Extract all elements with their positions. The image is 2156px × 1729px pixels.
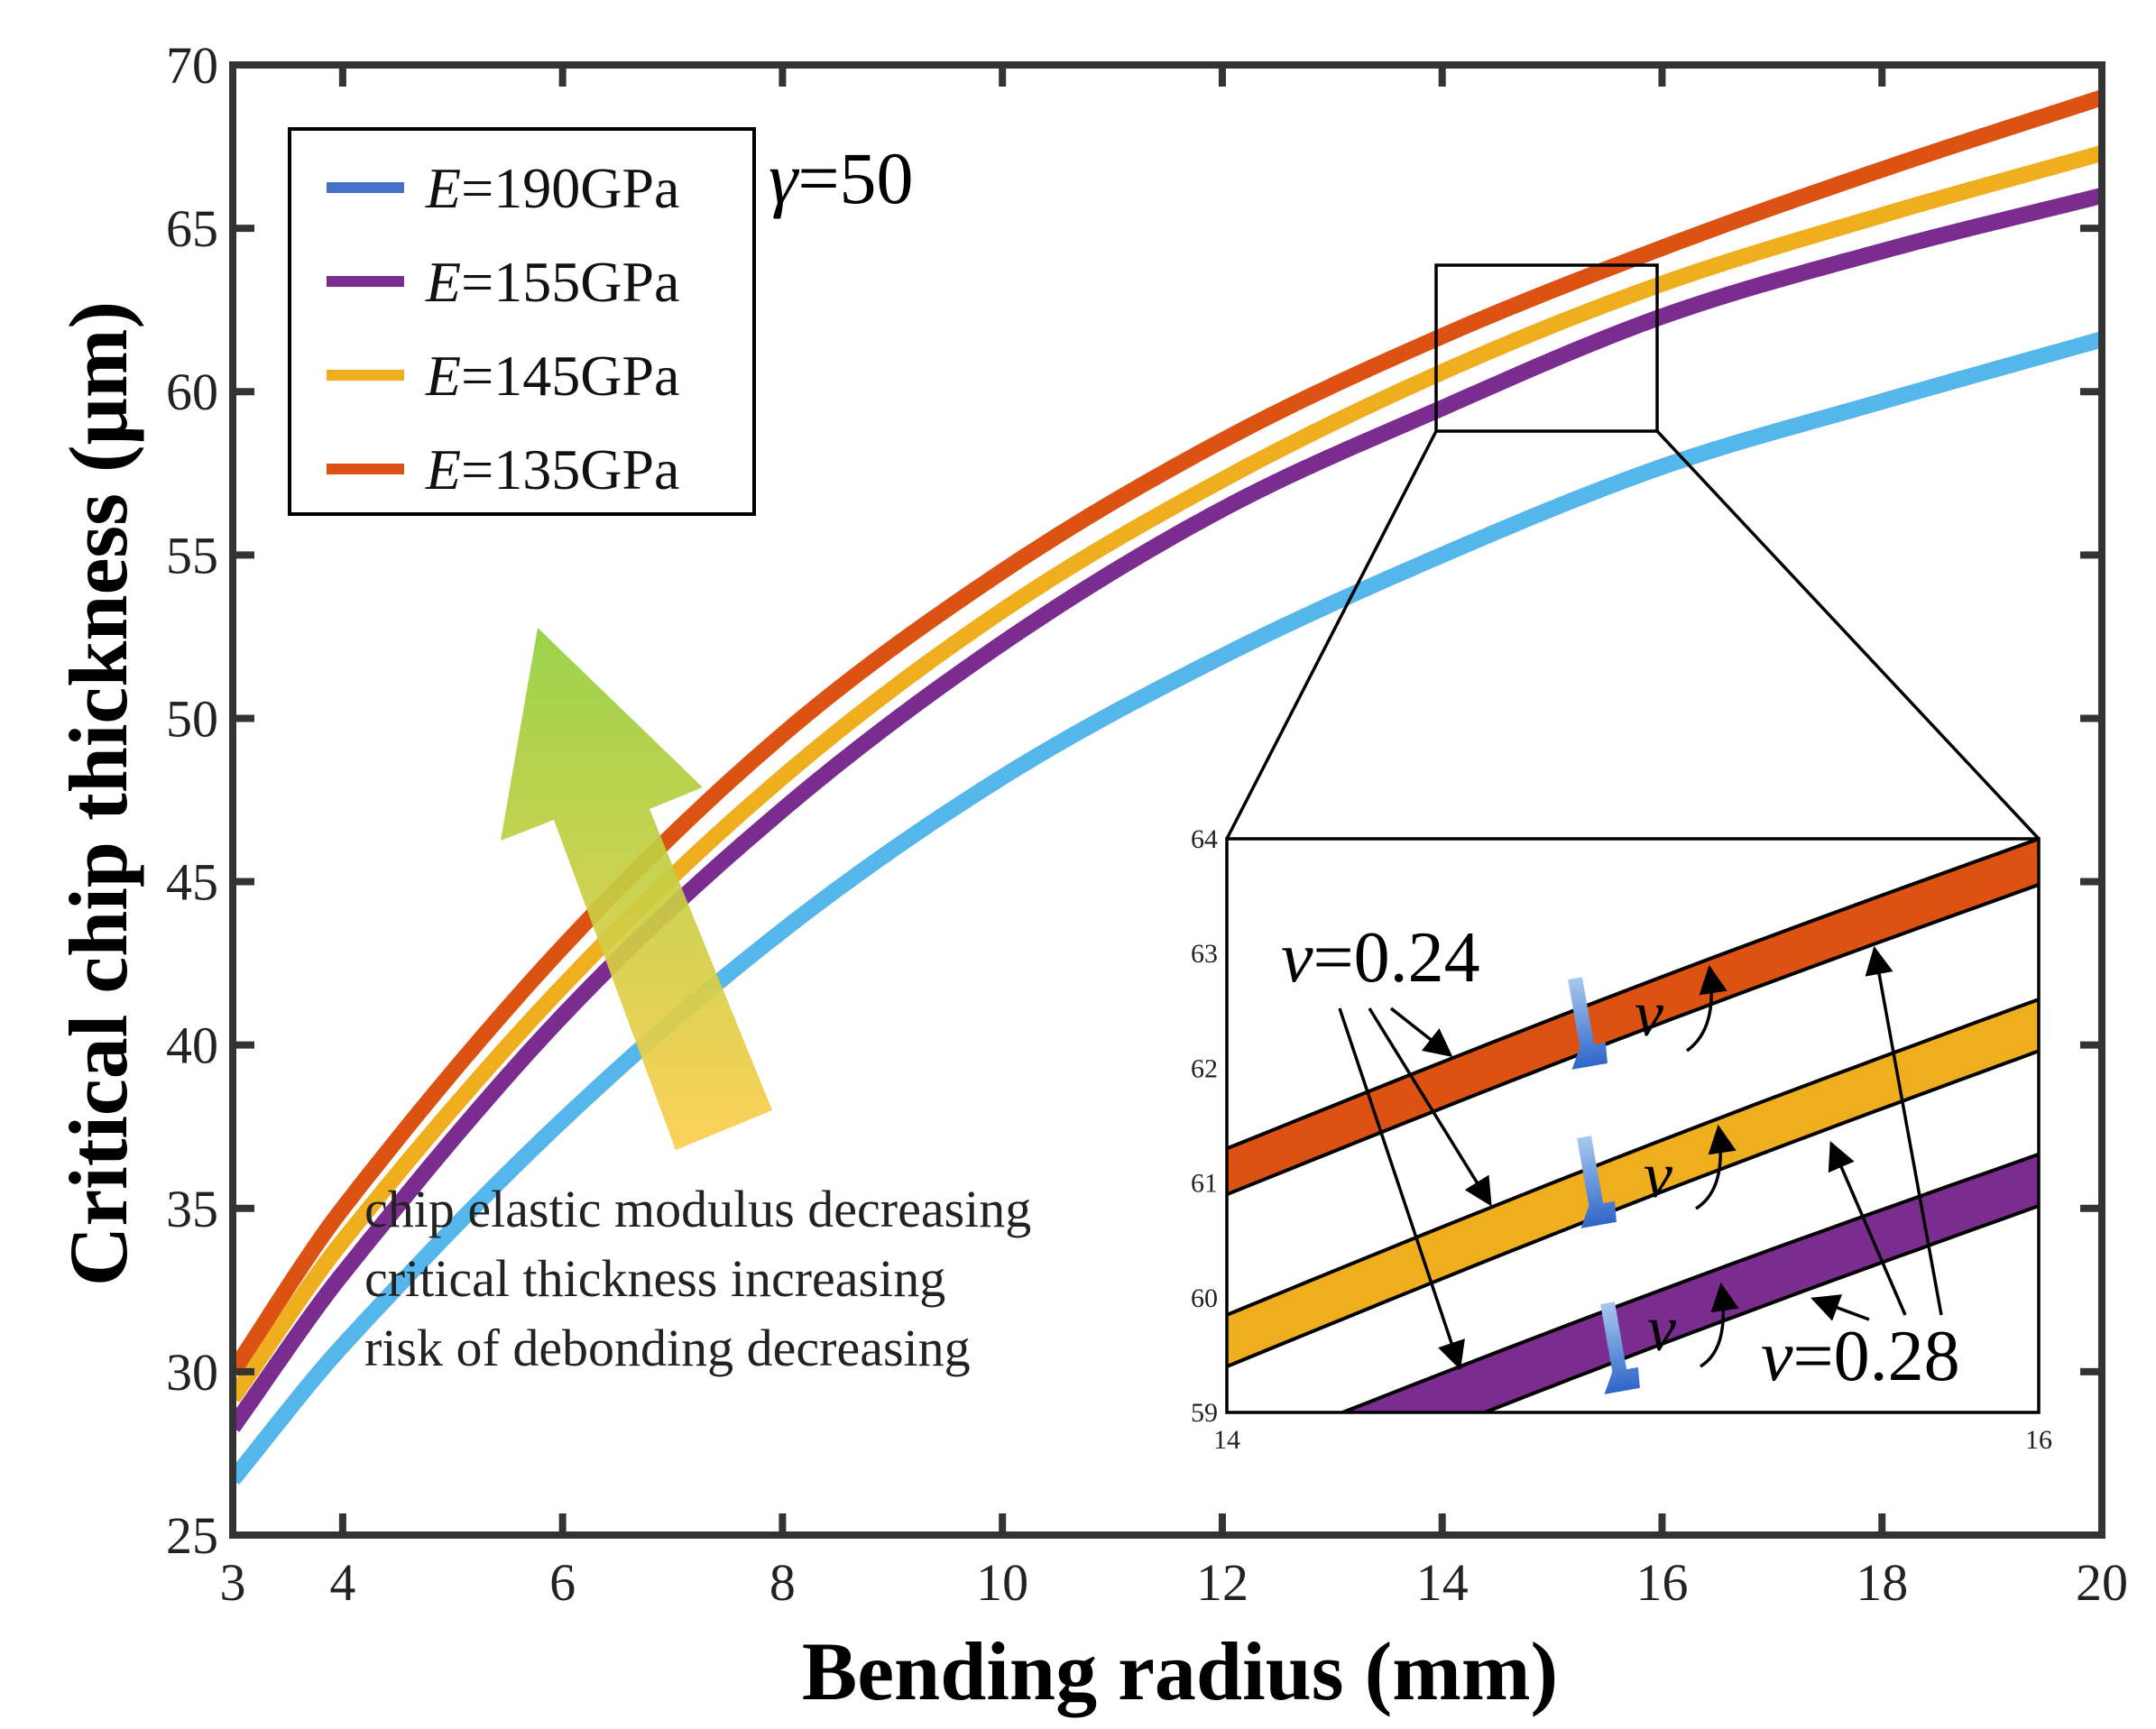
y-tick-label-7: 60 — [166, 363, 218, 421]
y-tick-label-4: 45 — [166, 853, 218, 912]
curved-arrow-3 — [1700, 1282, 1739, 1368]
y-axis-label: Critical chip thickness (μm) — [52, 301, 144, 1286]
annotation: chip elastic modulus decreasing critical… — [364, 1180, 1031, 1377]
curved-arrow-2 — [1695, 1124, 1737, 1210]
nu-024-label: ν=0.24 — [1281, 918, 1480, 998]
nu-symbol-3: ν — [1647, 1292, 1676, 1365]
annotation-line-1: chip elastic modulus decreasing — [364, 1180, 1031, 1238]
inset-y-tick-label-5: 64 — [1191, 824, 1218, 854]
nu-arrow-3 — [1600, 1301, 1640, 1394]
series-line-0 — [233, 331, 2102, 1485]
inset-x-tick-label-1: 16 — [2025, 1425, 2052, 1455]
zoom-connector-left — [1225, 430, 1438, 840]
nu-028-label: ν=0.28 — [1761, 1317, 1960, 1396]
nu-028-pointer-1 — [1810, 1294, 1870, 1321]
inset-band-lower-edge-0 — [1227, 883, 2039, 1197]
nu-024-pointer-3 — [1338, 1007, 1465, 1370]
trend-arrow — [501, 628, 772, 1150]
nu-arrow-2 — [1577, 1136, 1617, 1228]
x-tick-label-4: 10 — [976, 1553, 1028, 1612]
x-tick-label-0: 3 — [220, 1553, 246, 1612]
inset: 59 60 61 62 63 64 14 16 ν ν ν ν=0.24 ν=0.28 — [1191, 824, 2052, 1455]
y-tick-label-8: 65 — [166, 199, 218, 258]
y-tick-label-2: 35 — [166, 1180, 218, 1238]
curved-arrow-1 — [1685, 964, 1728, 1053]
y-tick-label-5: 50 — [166, 689, 218, 748]
y-tick-label-6: 55 — [166, 526, 218, 584]
inset-y-tick-label-3: 62 — [1191, 1053, 1218, 1083]
inset-x-tick-label-0: 14 — [1213, 1425, 1240, 1455]
y-tick-label-3: 40 — [166, 1016, 218, 1075]
inset-frame — [1225, 837, 2041, 1414]
gamma-label: γ=50 — [769, 137, 914, 219]
y-tick-label-9: 70 — [166, 36, 218, 95]
series-line-2 — [233, 145, 2102, 1403]
x-tick-label-1: 4 — [329, 1553, 355, 1612]
x-tick-label-7: 16 — [1635, 1553, 1688, 1612]
legend: E=190GPa E=155GPa E=145GPa E=135GPa — [288, 127, 756, 516]
nu-024-pointer-1 — [1389, 1007, 1453, 1057]
x-axis-label: Bending radius (mm) — [802, 1625, 1558, 1717]
nu-028-pointer-2 — [1828, 1141, 1907, 1316]
inset-band-lower-edge-2 — [1479, 1204, 2039, 1412]
inset-band-upper-edge-1 — [1227, 998, 2039, 1317]
nu-arrow-1 — [1568, 977, 1608, 1070]
y-tick-label-1: 30 — [166, 1343, 218, 1402]
series-line-3 — [233, 89, 2102, 1376]
inset-band-upper-edge-0 — [1227, 839, 2039, 1151]
x-tick-label-5: 12 — [1196, 1553, 1248, 1612]
x-tick-label-3: 8 — [769, 1553, 796, 1612]
zoom-box — [1434, 263, 1659, 433]
x-tick-label-2: 6 — [549, 1553, 576, 1612]
annotation-line-3: risk of debonding decreasing — [364, 1319, 971, 1377]
x-tick-label-6: 14 — [1416, 1553, 1469, 1612]
x-tick-label-9: 20 — [2076, 1553, 2128, 1612]
annotation-line-2: critical thickness increasing — [364, 1249, 945, 1308]
nu-symbol-1: ν — [1635, 978, 1663, 1050]
nu-symbol-2: ν — [1644, 1139, 1672, 1211]
nu-024-pointer-2 — [1368, 1007, 1492, 1207]
x-tick-label-8: 18 — [1856, 1553, 1908, 1612]
inset-y-tick-label-4: 63 — [1191, 939, 1218, 969]
legend-label-1: E=155GPa — [425, 250, 679, 314]
legend-label-2: E=145GPa — [425, 344, 679, 408]
legend-label-3: E=135GPa — [425, 437, 679, 501]
legend-box — [288, 127, 756, 516]
inset-y-tick-label-1: 60 — [1191, 1283, 1218, 1313]
legend-label-0: E=190GPa — [425, 156, 679, 220]
zoom-connector-right — [1655, 429, 2041, 841]
series-line-1 — [233, 188, 2102, 1432]
inset-band-upper-edge-2 — [1337, 1152, 2039, 1412]
inset-y-tick-label-2: 61 — [1191, 1169, 1218, 1199]
inset-y-tick-label-0: 59 — [1191, 1398, 1218, 1428]
plot-frame — [229, 61, 2105, 1539]
nu-028-pointer-3 — [1865, 945, 1943, 1316]
y-tick-label-0: 25 — [166, 1506, 218, 1565]
